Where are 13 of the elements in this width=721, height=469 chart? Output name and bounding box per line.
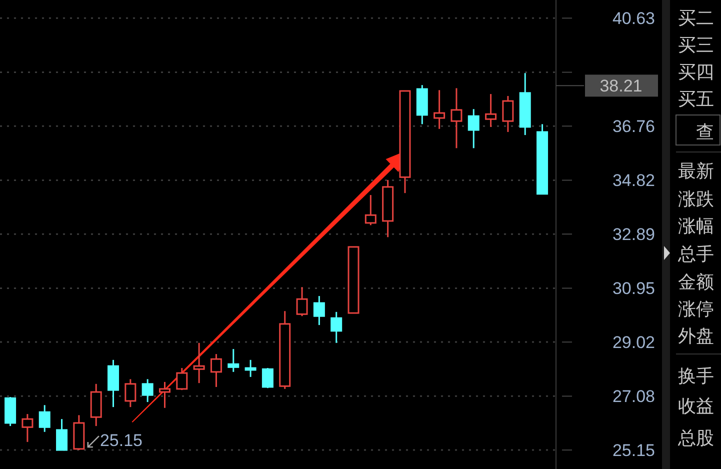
y-tick-label: 32.89 — [612, 225, 655, 244]
y-tick-label: 34.82 — [612, 171, 655, 190]
y-tick-label: 40.63 — [612, 9, 655, 28]
ref-line: 38.21 — [556, 74, 658, 97]
y-tick-label: 29.02 — [612, 333, 655, 352]
annotation: 25.15 — [100, 431, 142, 450]
ref-line-label: 38.21 — [600, 76, 642, 96]
side-panel: 买二 买三 买四 买五 查 最新 涨跌 涨幅 总手 金额 涨停 外盘 换手 收益 总股 — [662, 0, 721, 469]
annotation: 25.15 — [87, 431, 142, 450]
y-tick-label: 27.08 — [612, 387, 655, 406]
y-tick-label: 30.95 — [612, 279, 655, 298]
y-tick-label: 25.15 — [612, 441, 655, 460]
y-tick-label: 36.76 — [612, 117, 655, 136]
